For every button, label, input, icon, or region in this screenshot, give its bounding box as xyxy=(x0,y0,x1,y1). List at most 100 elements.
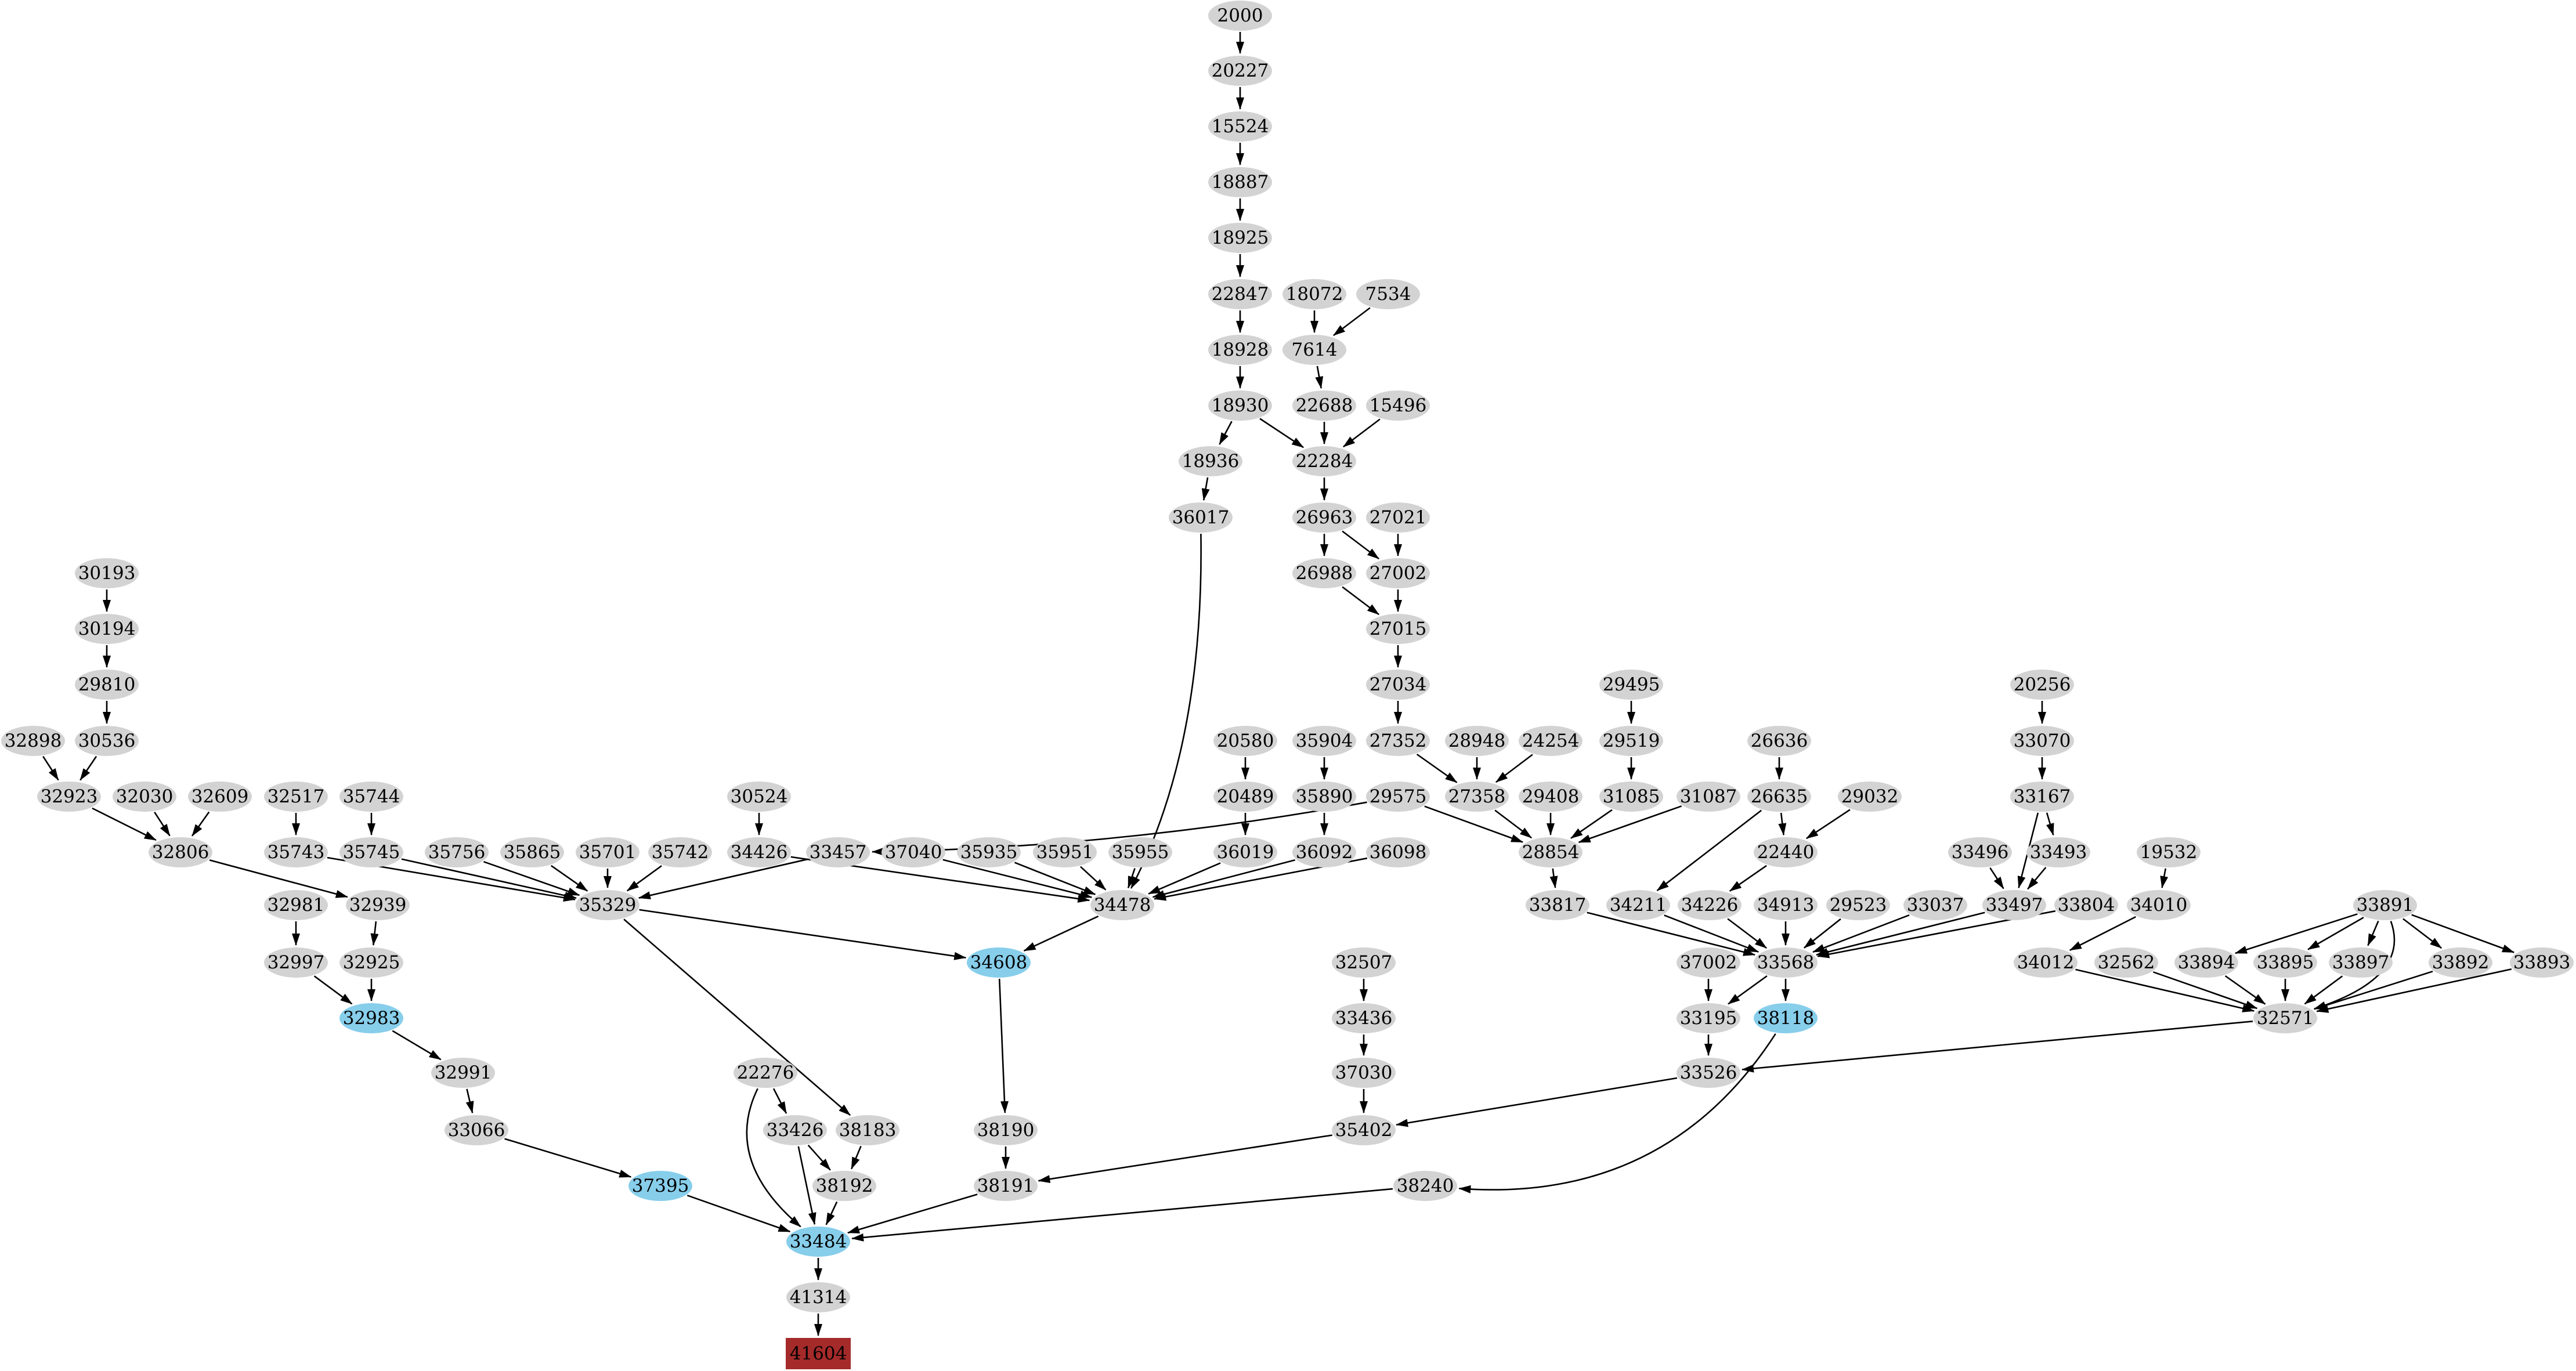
node-label-35744: 35744 xyxy=(343,786,400,807)
node-ellipse-41314 xyxy=(786,1282,850,1312)
edge-37395-33484 xyxy=(687,1195,791,1233)
edge-33497-33568 xyxy=(1815,911,1985,956)
node-label-29575: 29575 xyxy=(1370,786,1427,807)
node-label-33167: 33167 xyxy=(2014,786,2071,807)
edge-33892-32571 xyxy=(2314,970,2433,1010)
node-33493: 33493 xyxy=(2026,837,2090,867)
node-label-29523: 29523 xyxy=(1830,895,1887,916)
node-ellipse-7534 xyxy=(1356,279,1420,309)
node-33893: 33893 xyxy=(2510,947,2574,978)
node-ellipse-33426 xyxy=(763,1115,827,1145)
node-ellipse-34211 xyxy=(1606,890,1670,920)
node-ellipse-38240 xyxy=(1393,1171,1457,1201)
node-ellipse-35743 xyxy=(264,837,328,867)
node-label-35865: 35865 xyxy=(504,842,561,863)
node-ellipse-32923 xyxy=(37,782,101,812)
node-ellipse-7614 xyxy=(1282,335,1346,365)
edge-38240-33484 xyxy=(851,1188,1393,1242)
node-label-33497: 33497 xyxy=(1986,895,2043,916)
node-ellipse-32609 xyxy=(188,782,252,812)
edge-38118-38240 xyxy=(1458,1033,1776,1193)
node-30193: 30193 xyxy=(75,558,139,588)
node-33426: 33426 xyxy=(763,1115,827,1145)
node-32981: 32981 xyxy=(264,890,328,920)
node-18925: 18925 xyxy=(1208,223,1272,253)
node-label-37395: 37395 xyxy=(632,1175,689,1196)
node-ellipse-22847 xyxy=(1208,279,1272,309)
node-ellipse-22276 xyxy=(734,1058,797,1088)
edge-32898-32923 xyxy=(42,755,59,781)
node-38191: 38191 xyxy=(974,1171,1038,1201)
edge-33891-33893 xyxy=(2411,914,2515,953)
node-label-34010: 34010 xyxy=(2130,895,2188,916)
node-ellipse-33436 xyxy=(1332,1003,1396,1033)
node-37030: 37030 xyxy=(1332,1058,1396,1088)
node-label-33037: 33037 xyxy=(1907,895,1964,916)
node-ellipse-33070 xyxy=(2010,726,2074,756)
node-27352: 27352 xyxy=(1366,726,1430,756)
node-38183: 38183 xyxy=(836,1115,899,1145)
node-label-41314: 41314 xyxy=(790,1287,847,1308)
edge-33457-35329 xyxy=(638,858,808,900)
edge-26635-22440 xyxy=(1778,812,1787,836)
node-35743: 35743 xyxy=(264,837,328,867)
node-27034: 27034 xyxy=(1366,670,1430,700)
node-label-35935: 35935 xyxy=(960,842,1018,863)
node-32562: 32562 xyxy=(2094,947,2158,978)
node-ellipse-33497 xyxy=(1982,890,2046,920)
node-7614: 7614 xyxy=(1282,335,1346,365)
node-label-32981: 32981 xyxy=(268,895,325,916)
node-ellipse-26988 xyxy=(1292,558,1356,588)
node-ellipse-33167 xyxy=(2010,782,2074,812)
node-label-38191: 38191 xyxy=(977,1175,1035,1196)
node-32898: 32898 xyxy=(1,726,65,756)
node-22440: 22440 xyxy=(1754,837,1818,867)
node-33891: 33891 xyxy=(2353,890,2417,920)
node-label-18928: 18928 xyxy=(1212,339,1269,360)
node-label-34478: 34478 xyxy=(1094,895,1151,916)
node-36092: 36092 xyxy=(1292,837,1356,867)
node-ellipse-35865 xyxy=(500,837,564,867)
node-label-33493: 33493 xyxy=(2030,842,2087,863)
edge-29575-28854 xyxy=(1424,805,1524,843)
node-33526: 33526 xyxy=(1677,1058,1740,1088)
node-ellipse-34012 xyxy=(2014,947,2078,978)
node-ellipse-32981 xyxy=(264,890,328,920)
node-ellipse-35402 xyxy=(1332,1115,1396,1145)
node-ellipse-34608 xyxy=(967,947,1031,978)
edge-7614-22688 xyxy=(1315,366,1324,389)
node-36098: 36098 xyxy=(1366,837,1430,867)
node-29408: 29408 xyxy=(1519,782,1583,812)
node-ellipse-34478 xyxy=(1090,890,1154,920)
node-label-32030: 32030 xyxy=(116,786,174,807)
node-ellipse-32571 xyxy=(2253,1003,2317,1033)
node-label-32609: 32609 xyxy=(192,786,249,807)
edge-38192-33484 xyxy=(825,1201,838,1225)
node-33167: 33167 xyxy=(2010,782,2074,812)
node-ellipse-29810 xyxy=(75,670,139,700)
node-ellipse-35742 xyxy=(648,837,712,867)
node-ellipse-32898 xyxy=(1,726,65,756)
node-ellipse-15496 xyxy=(1366,390,1430,421)
node-ellipse-33893 xyxy=(2510,947,2574,978)
node-ellipse-33493 xyxy=(2026,837,2090,867)
node-33817: 33817 xyxy=(1526,890,1589,920)
edge-35742-35329 xyxy=(626,865,662,892)
node-2000: 2000 xyxy=(1208,1,1272,31)
edge-33037-33568 xyxy=(1812,914,1910,953)
node-ellipse-35756 xyxy=(425,837,489,867)
node-label-32806: 32806 xyxy=(152,842,209,863)
node-ellipse-30524 xyxy=(727,782,791,812)
node-18930: 18930 xyxy=(1208,390,1272,421)
edge-27358-28854 xyxy=(1494,809,1532,839)
node-32507: 32507 xyxy=(1332,947,1396,978)
node-35402: 35402 xyxy=(1332,1115,1396,1145)
node-label-35742: 35742 xyxy=(652,842,709,863)
node-ellipse-33892 xyxy=(2429,947,2492,978)
node-ellipse-22688 xyxy=(1292,390,1356,421)
node-34913: 34913 xyxy=(1754,890,1818,920)
node-28854: 28854 xyxy=(1519,837,1583,867)
node-label-29032: 29032 xyxy=(1841,786,1899,807)
node-34478: 34478 xyxy=(1090,890,1154,920)
node-ellipse-18072 xyxy=(1282,279,1346,309)
